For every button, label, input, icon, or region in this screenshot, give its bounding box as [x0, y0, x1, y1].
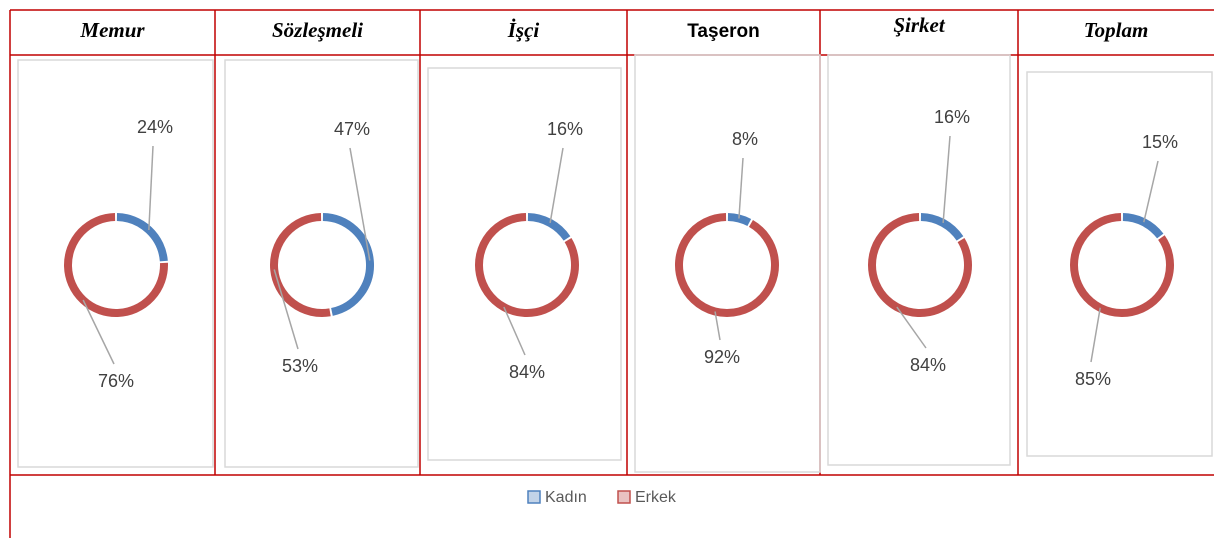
data-label: 16% [547, 119, 583, 139]
data-label: 47% [334, 119, 370, 139]
donut-segment [920, 213, 964, 241]
leader-line [503, 306, 526, 356]
donut-segment [322, 213, 374, 316]
data-label: 76% [98, 371, 134, 391]
donut-segment [1122, 213, 1164, 239]
data-label: 92% [704, 347, 740, 367]
leader-line [549, 147, 564, 224]
leader-line [896, 306, 927, 349]
data-label: 15% [1142, 132, 1178, 152]
leader-line [942, 135, 951, 223]
leader-line [82, 299, 115, 365]
chart-box [827, 54, 1011, 466]
data-label: 16% [934, 107, 970, 127]
donut-segment [675, 213, 779, 317]
data-label: 53% [282, 356, 318, 376]
data-label: 84% [509, 362, 545, 382]
column-header: Sözleşmeli [272, 18, 363, 42]
data-label: 8% [732, 129, 758, 149]
column-header: İşçi [507, 18, 540, 42]
donut-segment [270, 213, 331, 317]
donut-segment [727, 213, 752, 227]
chart-box [224, 59, 419, 468]
column-header: Taşeron [687, 21, 760, 42]
leader-line [1090, 307, 1101, 363]
legend-swatch [617, 490, 631, 504]
data-label: 85% [1075, 369, 1111, 389]
chart-box [17, 59, 214, 468]
chart-box [427, 67, 622, 461]
leader-line [1143, 160, 1159, 223]
data-label: 84% [910, 355, 946, 375]
data-label: 24% [137, 117, 173, 137]
donut-segment [1070, 213, 1174, 317]
chart-box [634, 54, 821, 473]
legend-label: Erkek [635, 489, 677, 506]
table-lines [9, 9, 1214, 538]
column-header: Memur [79, 18, 145, 42]
leader-line [714, 311, 721, 341]
legend-label: Kadın [545, 489, 587, 506]
leader-line [148, 145, 154, 231]
column-header: Şirket [893, 13, 946, 37]
legend-swatch [527, 490, 541, 504]
chart-box [1026, 71, 1213, 457]
donut-segment [116, 213, 168, 262]
column-header: Toplam [1084, 18, 1149, 42]
leader-line [273, 269, 299, 350]
leader-line [349, 147, 371, 261]
donut-segment [527, 213, 571, 241]
leader-line [738, 157, 744, 219]
